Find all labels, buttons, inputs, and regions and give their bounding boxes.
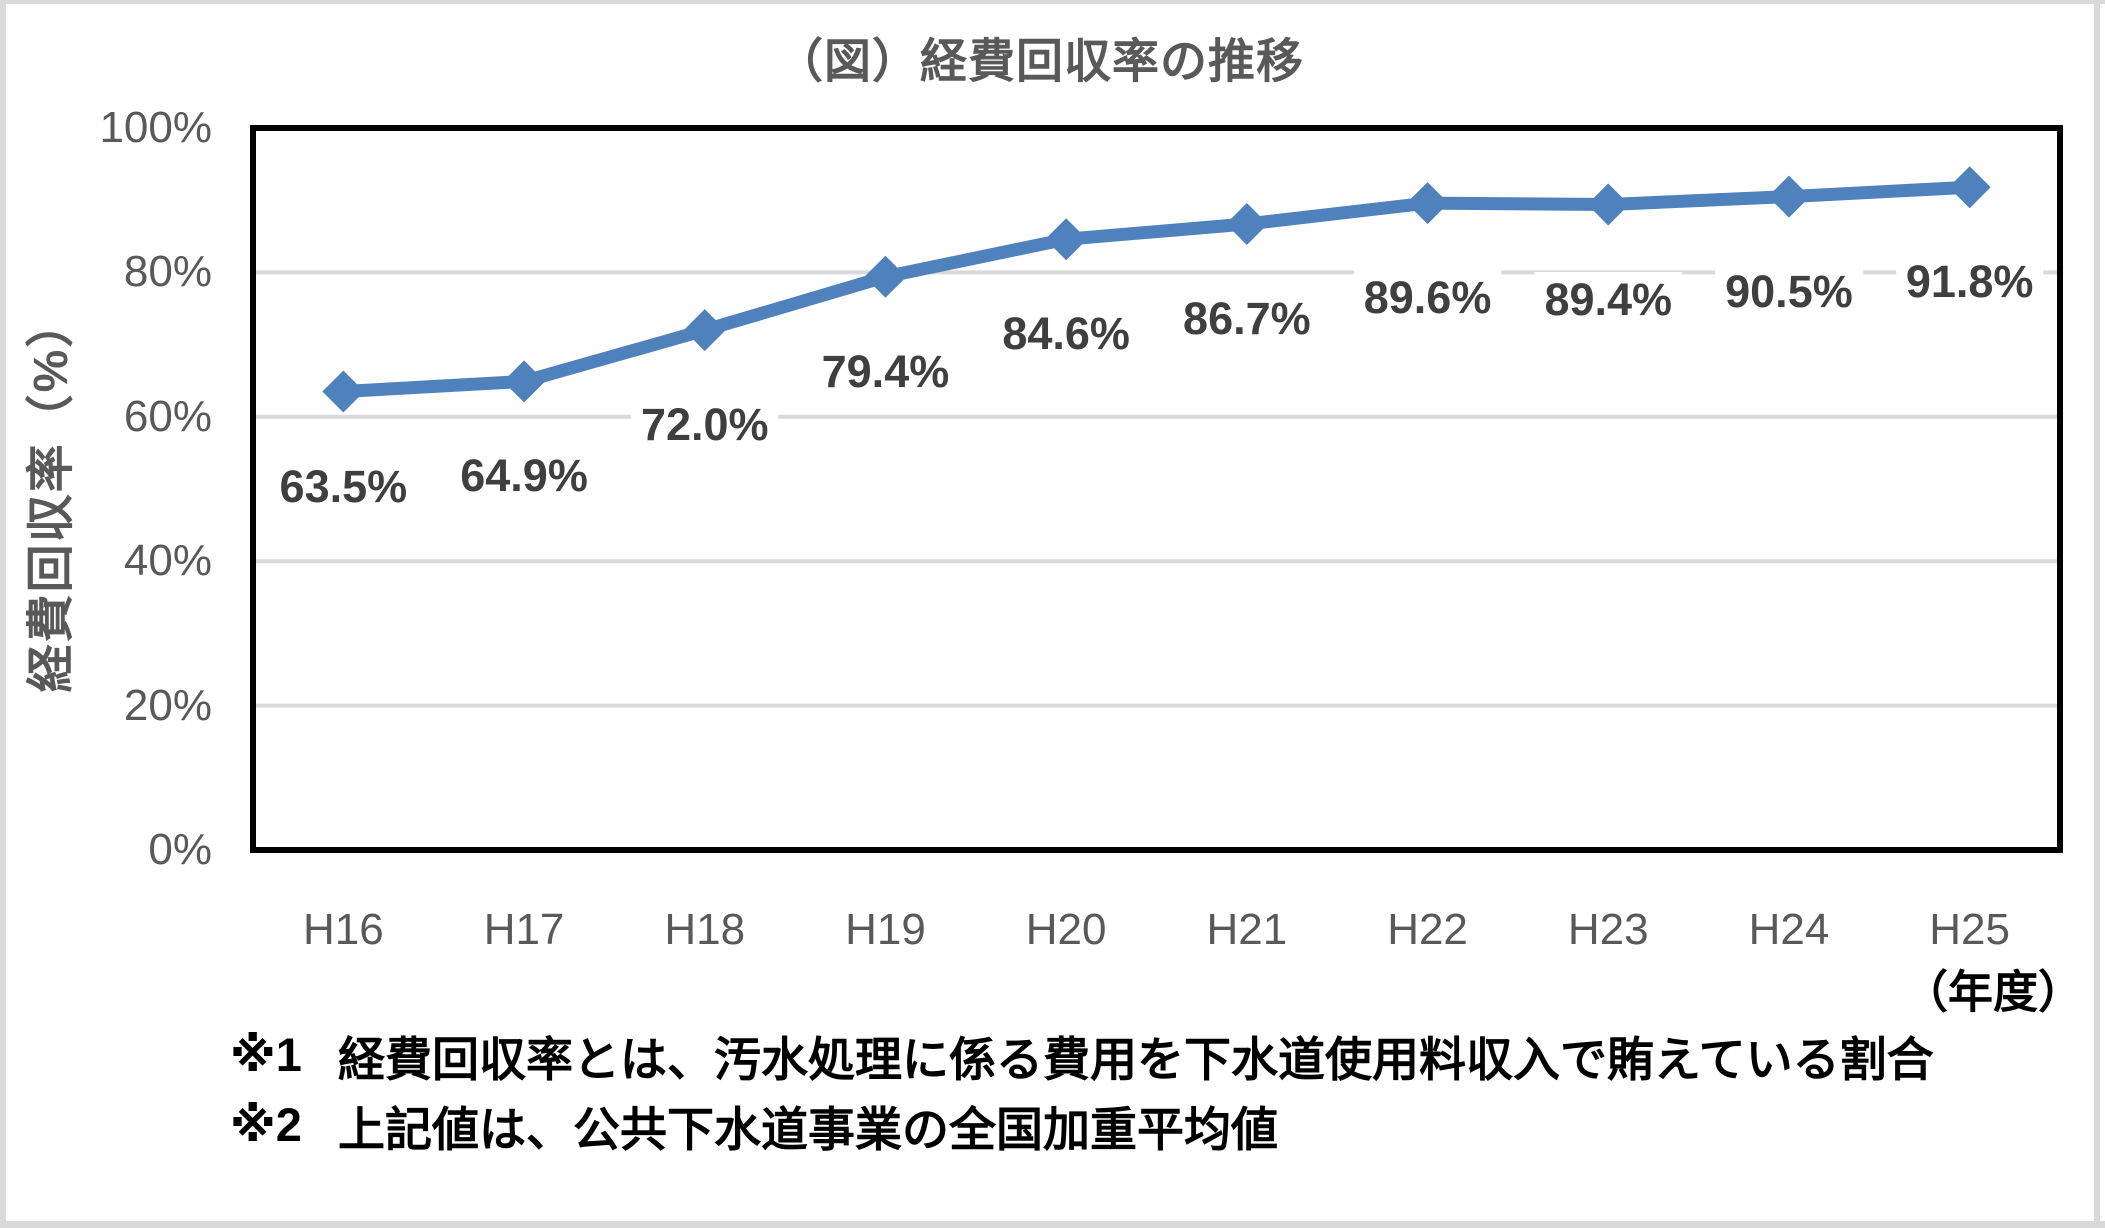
- plot-border: [250, 125, 2063, 853]
- data-label: 90.5%: [1715, 263, 1863, 320]
- data-label: 64.9%: [450, 448, 598, 505]
- x-tick-label: H18: [664, 905, 746, 954]
- data-point-marker: [683, 309, 726, 352]
- x-tick-label: H21: [1206, 905, 1288, 954]
- footnotes: ※1 経費回収率とは、汚水処理に係る費用を下水道使用料収入で賄えている割合 ※2…: [230, 1020, 1934, 1160]
- x-axis-unit-label: （年度）: [1902, 966, 2084, 1018]
- footnote-1: ※1 経費回収率とは、汚水処理に係る費用を下水道使用料収入で賄えている割合: [230, 1020, 1934, 1090]
- footnote-2-text: 上記値は、公共下水道事業の全国加重平均値: [338, 1102, 1278, 1156]
- data-point-marker: [322, 370, 365, 413]
- data-label: 89.6%: [1353, 270, 1502, 327]
- y-tick-label: 100%: [99, 103, 212, 152]
- x-tick-label: H24: [1748, 905, 1830, 954]
- x-tick-label: H20: [1025, 905, 1107, 954]
- footnote-1-text: 経費回収率とは、汚水処理に係る費用を下水道使用料収入で賄えている割合: [338, 1032, 1934, 1086]
- y-tick-label: 20%: [123, 680, 212, 730]
- data-point-marker: [1948, 166, 1991, 209]
- data-point-marker: [1225, 203, 1268, 246]
- data-label: 63.5%: [269, 458, 418, 515]
- data-label: 86.7%: [1173, 291, 1321, 348]
- x-tick-label: H22: [1387, 905, 1468, 954]
- data-point-marker: [1587, 183, 1630, 226]
- x-tick-label: H25: [1929, 905, 2010, 954]
- x-tick-label: H23: [1567, 905, 1649, 954]
- frame-edge-left: [0, 0, 6, 1228]
- y-tick-label: 0%: [148, 825, 212, 874]
- data-point-marker: [1767, 175, 1810, 218]
- data-label: 89.4%: [1534, 271, 1683, 328]
- footnote-1-marker: ※1: [230, 1028, 302, 1081]
- data-label: 91.8%: [1895, 254, 2044, 311]
- frame-edge-top: [0, 0, 2105, 4]
- footnote-2: ※2 上記値は、公共下水道事業の全国加重平均値: [230, 1090, 1934, 1160]
- frame-edge-right: [2094, 0, 2100, 1228]
- data-point-marker: [503, 360, 546, 403]
- y-tick-label: 80%: [123, 247, 212, 297]
- x-tick-label: H16: [302, 905, 384, 954]
- footnote-2-marker: ※2: [230, 1098, 302, 1151]
- data-label: 84.6%: [992, 306, 1140, 363]
- y-tick-label: 40%: [123, 536, 212, 586]
- data-point-marker: [1406, 182, 1449, 225]
- x-tick-label: H19: [845, 905, 926, 954]
- y-tick-label: 60%: [123, 391, 212, 441]
- data-line: [336, 180, 1977, 399]
- data-label: 79.4%: [811, 343, 960, 400]
- data-point-marker: [864, 255, 907, 298]
- chart-title: （図）経費回収率の推移: [776, 34, 1304, 88]
- data-label: 72.0%: [630, 397, 779, 454]
- frame-edge-bottom: [0, 1221, 2105, 1228]
- data-point-marker: [1045, 218, 1088, 261]
- x-tick-label: H17: [483, 905, 565, 954]
